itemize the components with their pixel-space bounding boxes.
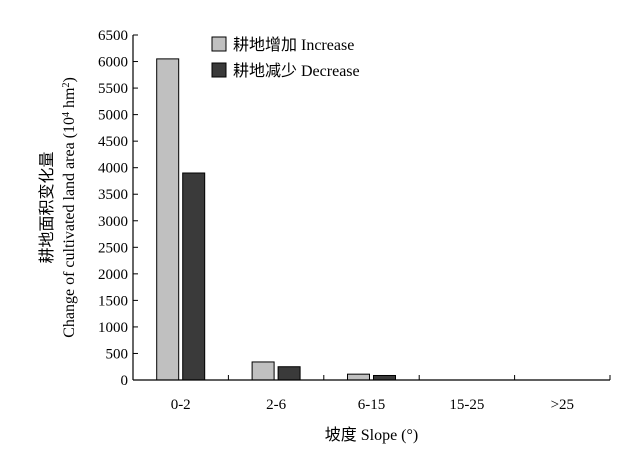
legend-swatch-1 bbox=[211, 62, 227, 78]
y-tick-label-5: 2500 bbox=[98, 240, 128, 256]
axes-layer: 0-2 2-6 6-15 15-25 >25 0 500 1000 1500 2000 2500 30… bbox=[98, 28, 611, 413]
y-tick-label-10: 5000 bbox=[98, 108, 128, 124]
bar-increase-0 bbox=[156, 58, 180, 381]
bar-decrease-1 bbox=[277, 366, 301, 381]
y-tick-label-4: 2000 bbox=[98, 267, 128, 283]
x-tick-label-3: 15-25 bbox=[449, 397, 484, 413]
x-tick-label-2: 6-15 bbox=[358, 397, 386, 413]
y-tick-label-2: 1000 bbox=[98, 320, 128, 336]
y-title-exp2: 2 bbox=[61, 83, 72, 88]
y-title-exp1: 4 bbox=[61, 112, 72, 117]
legend: 耕地增加 Increase 耕地减少 Decrease bbox=[211, 36, 360, 80]
legend-label-0: 耕地增加 Increase bbox=[233, 36, 354, 54]
axis-titles: 坡度 Slope (°) 耕地面积变化量 Change of cultivated … bbox=[38, 77, 418, 444]
legend-label-1: 耕地减少 Decrease bbox=[233, 62, 360, 80]
y-tick-label-3: 1500 bbox=[98, 293, 128, 309]
y-tick-label-13: 6500 bbox=[98, 28, 128, 44]
x-tick-label-4: >25 bbox=[551, 397, 574, 413]
x-tick-label-1: 2-6 bbox=[266, 397, 286, 413]
y-tick-label-8: 4000 bbox=[98, 161, 128, 177]
x-axis-title: 坡度 Slope (°) bbox=[325, 426, 419, 444]
legend-swatch-0 bbox=[211, 36, 227, 52]
y-title-mid: hm bbox=[61, 87, 78, 112]
y-tick-label-6: 3000 bbox=[98, 214, 128, 230]
y-tick-label-11: 5500 bbox=[98, 81, 128, 97]
y-title-suffix: ) bbox=[61, 77, 78, 82]
y-tick-label-9: 4500 bbox=[98, 134, 128, 150]
y-axis-title-line1: 耕地面积变化量 bbox=[38, 151, 56, 263]
y-tick-label-12: 6000 bbox=[98, 55, 128, 71]
x-tick-label-0: 0-2 bbox=[171, 397, 191, 413]
bars-layer bbox=[156, 58, 396, 381]
bar-increase-1 bbox=[251, 361, 275, 381]
bar-decrease-0 bbox=[182, 172, 206, 381]
y-title-prefix: Change of cultivated land area (10 bbox=[61, 117, 78, 338]
bar-increase-2 bbox=[347, 373, 370, 381]
y-tick-label-0: 0 bbox=[121, 373, 129, 389]
y-axis-title-line2: Change of cultivated land area (104 hm2) bbox=[61, 77, 79, 338]
y-tick-label-7: 3500 bbox=[98, 187, 128, 203]
y-tick-label-1: 500 bbox=[106, 346, 129, 362]
bar-decrease-2 bbox=[373, 374, 396, 381]
